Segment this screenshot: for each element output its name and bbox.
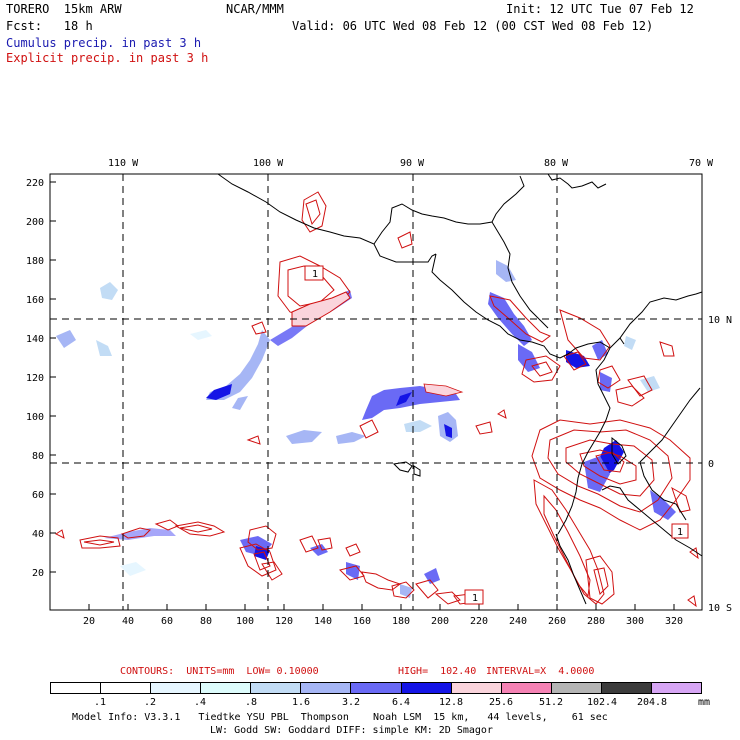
- colorbar-label: .4: [193, 697, 207, 708]
- model-title: TORERO 15km ARW: [6, 2, 122, 16]
- contour-info-interval: INTERVAL=X 4.0000: [486, 666, 595, 677]
- model-info-line2: LW: Godd SW: Goddard DIFF: simple KM: 2D…: [210, 725, 493, 736]
- x-tick-180: 180: [392, 616, 410, 627]
- x-tick-320: 320: [665, 616, 683, 627]
- colorbar-swatch: [401, 683, 452, 693]
- colorbar-swatch: [301, 683, 352, 693]
- lon-label-90w: 90 W: [400, 158, 425, 169]
- colorbar-swatch: [201, 683, 252, 693]
- colorbar-label: 25.6: [488, 697, 514, 708]
- colorbar-swatch: [251, 683, 302, 693]
- x-tick-120: 120: [275, 616, 293, 627]
- x-tick-160: 160: [353, 616, 371, 627]
- x-tick-240: 240: [509, 616, 527, 627]
- explicit-precip-contours: [55, 191, 699, 608]
- colorbar-label: 51.2: [538, 697, 564, 708]
- colorbar-label: 204.8: [636, 697, 668, 708]
- y-tick-180: 180: [26, 256, 44, 267]
- x-tick-280: 280: [587, 616, 605, 627]
- lon-label-70w: 70 W: [689, 158, 714, 169]
- colorbar-swatch: [651, 683, 702, 693]
- colorbar-label: 3.2: [341, 697, 361, 708]
- lat-label-10s: 10 S: [708, 603, 732, 614]
- colorbar-label: 1.6: [291, 697, 311, 708]
- colorbar-label: 12.8: [438, 697, 464, 708]
- x-tick-60: 60: [161, 616, 173, 627]
- y-tick-140: 140: [26, 334, 44, 345]
- axis-ticks: [50, 181, 675, 610]
- colorbar-swatch: [601, 683, 652, 693]
- y-tick-100: 100: [26, 412, 44, 423]
- x-tick-80: 80: [200, 616, 212, 627]
- x-tick-220: 220: [470, 616, 488, 627]
- x-tick-20: 20: [83, 616, 95, 627]
- colorbar-swatch: [551, 683, 602, 693]
- graticule: [50, 174, 702, 610]
- x-tick-140: 140: [314, 616, 332, 627]
- colorbar-swatch: [151, 683, 202, 693]
- contour-low-label-1: 1: [312, 269, 318, 280]
- lat-label-10n: 10 N: [708, 315, 732, 326]
- x-tick-260: 260: [548, 616, 566, 627]
- colorbar-swatch: [351, 683, 402, 693]
- colorbar-swatch: [501, 683, 552, 693]
- lon-label-80w: 80 W: [544, 158, 569, 169]
- contour-low-label-2: 1: [472, 593, 478, 604]
- x-tick-200: 200: [431, 616, 449, 627]
- precip-colorbar: [50, 682, 702, 694]
- y-tick-80: 80: [32, 451, 44, 462]
- colorbar-label: .8: [244, 697, 258, 708]
- x-tick-40: 40: [122, 616, 134, 627]
- contour-info-contours: CONTOURS: UNITS=mm LOW= 0.10000: [120, 666, 319, 677]
- y-tick-200: 200: [26, 217, 44, 228]
- y-tick-160: 160: [26, 295, 44, 306]
- colorbar-label: 6.4: [391, 697, 411, 708]
- contour-label-boxes: [304, 265, 689, 605]
- colorbar-swatch: [101, 683, 152, 693]
- colorbar-swatch: [51, 683, 102, 693]
- organization-label: NCAR/MMM: [226, 2, 284, 16]
- valid-time: Valid: 06 UTC Wed 08 Feb 12 (00 CST Wed …: [292, 19, 654, 33]
- legend-explicit: Explicit precip. in past 3 h: [6, 51, 209, 65]
- colorbar-label: .2: [143, 697, 157, 708]
- y-tick-60: 60: [32, 490, 44, 501]
- colorbar-swatch: [451, 683, 502, 693]
- colorbar-label: 102.4: [586, 697, 618, 708]
- legend-cumulus: Cumulus precip. in past 3 h: [6, 36, 202, 50]
- lat-label-0: 0: [708, 459, 714, 470]
- map-frame: [49, 173, 703, 611]
- contour-low-label-3: 1: [677, 527, 683, 538]
- y-tick-20: 20: [32, 568, 44, 579]
- x-tick-300: 300: [626, 616, 644, 627]
- y-tick-220: 220: [26, 178, 44, 189]
- coastlines: [217, 173, 703, 605]
- init-time: Init: 12 UTC Tue 07 Feb 12: [506, 2, 694, 16]
- colorbar-label: .1: [93, 697, 107, 708]
- model-info-line1: Model Info: V3.3.1 Tiedtke YSU PBL Thomp…: [72, 712, 608, 723]
- lon-label-100w: 100 W: [253, 158, 284, 169]
- forecast-hour: Fcst: 18 h: [6, 19, 93, 33]
- contour-info-high: HIGH= 102.40: [398, 666, 477, 677]
- y-tick-120: 120: [26, 373, 44, 384]
- y-tick-40: 40: [32, 529, 44, 540]
- lon-label-110w: 110 W: [108, 158, 139, 169]
- colorbar-units: mm: [697, 697, 711, 708]
- x-tick-100: 100: [236, 616, 254, 627]
